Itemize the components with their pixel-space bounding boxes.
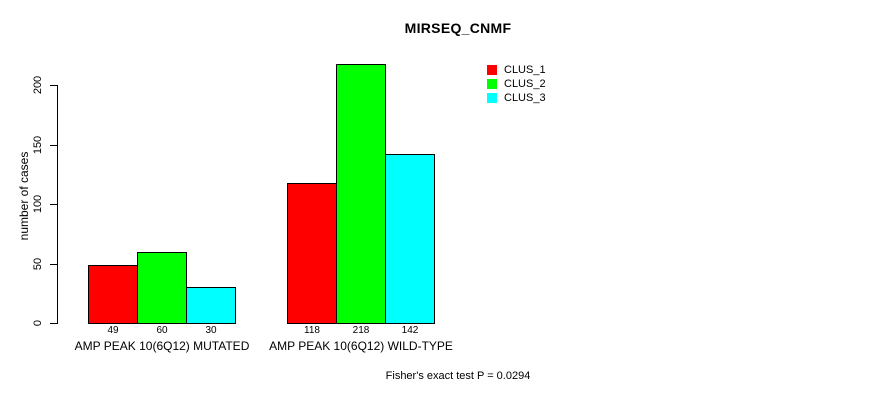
y-axis-tick bbox=[50, 85, 57, 86]
y-axis-tick-label: 200 bbox=[32, 75, 44, 95]
y-axis-label: number of cases bbox=[17, 151, 31, 241]
legend-label: CLUS_1 bbox=[504, 63, 546, 76]
y-axis-line bbox=[57, 85, 58, 324]
bar-value-label: 60 bbox=[156, 325, 168, 336]
legend-swatch-clus_2 bbox=[487, 79, 497, 89]
bar-value-label: 118 bbox=[304, 325, 320, 336]
legend-row: CLUS_3 bbox=[487, 91, 546, 105]
y-axis-tick bbox=[50, 204, 57, 205]
category-label: AMP PEAK 10(6Q12) WILD-TYPE bbox=[269, 339, 453, 353]
y-axis-tick-label: 0 bbox=[32, 319, 44, 327]
bar-clus_1-group2 bbox=[287, 183, 337, 324]
y-axis-tick-label: 100 bbox=[32, 194, 44, 214]
y-axis-tick bbox=[50, 264, 57, 265]
legend-label: CLUS_2 bbox=[504, 77, 546, 90]
bar-clus_3-group2 bbox=[385, 154, 435, 324]
legend-label: CLUS_3 bbox=[504, 91, 546, 104]
bar-clus_1-group1 bbox=[88, 265, 138, 324]
bar-clus_2-group2 bbox=[336, 64, 386, 324]
y-axis-tick-label: 150 bbox=[32, 135, 44, 155]
legend-row: CLUS_1 bbox=[487, 63, 546, 77]
bar-value-label: 49 bbox=[107, 325, 119, 336]
legend: CLUS_1 CLUS_2 CLUS_3 bbox=[487, 63, 546, 105]
bar-value-label: 30 bbox=[205, 325, 217, 336]
legend-swatch-clus_3 bbox=[487, 93, 497, 103]
category-label: AMP PEAK 10(6Q12) MUTATED bbox=[74, 339, 250, 353]
y-axis-tick-label: 50 bbox=[32, 257, 44, 271]
chart-title: MIRSEQ_CNMF bbox=[404, 20, 512, 36]
legend-row: CLUS_2 bbox=[487, 77, 546, 91]
bar-clus_3-group1 bbox=[186, 287, 236, 324]
y-axis-tick bbox=[50, 323, 57, 324]
y-axis-tick bbox=[50, 145, 57, 146]
bar-clus_2-group1 bbox=[137, 252, 187, 324]
footnote: Fisher's exact test P = 0.0294 bbox=[385, 370, 531, 382]
legend-swatch-clus_1 bbox=[487, 65, 497, 75]
bar-value-label: 142 bbox=[401, 325, 419, 336]
bar-value-label: 218 bbox=[352, 325, 370, 336]
